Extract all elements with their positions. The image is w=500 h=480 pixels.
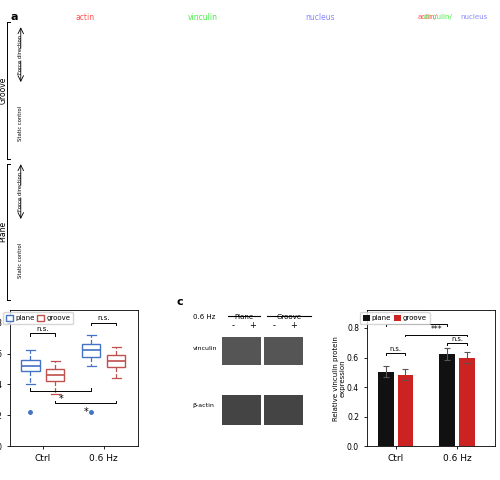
Text: Groove: Groove [276, 314, 301, 320]
Text: n.s.: n.s. [390, 347, 402, 352]
Text: n.s.: n.s. [451, 336, 463, 342]
Text: Force direction: Force direction [18, 172, 24, 211]
Text: vinculin: vinculin [192, 346, 217, 351]
PathPatch shape [107, 355, 126, 368]
Text: n.s.: n.s. [98, 315, 110, 322]
PathPatch shape [82, 344, 100, 357]
Text: a: a [10, 12, 18, 22]
Bar [440, 354, 455, 446]
Text: -: - [232, 321, 234, 330]
Bar [398, 374, 413, 446]
Text: nucleus: nucleus [460, 14, 488, 20]
Text: *: * [84, 407, 88, 417]
Bar [242, 395, 261, 425]
Bar [264, 337, 283, 365]
Text: +: + [249, 321, 256, 330]
Bar [283, 395, 302, 425]
Text: Plane: Plane [0, 221, 8, 242]
Text: ***: *** [410, 314, 422, 324]
Text: Force direction: Force direction [18, 35, 24, 74]
Text: actin/: actin/ [418, 14, 438, 20]
Text: +: + [290, 321, 298, 330]
PathPatch shape [22, 360, 40, 371]
Text: ***: *** [430, 325, 442, 334]
Bar [222, 395, 242, 425]
Text: Groove: Groove [0, 77, 8, 104]
Bar [242, 337, 261, 365]
Y-axis label: Relative vinculin protein
expression: Relative vinculin protein expression [332, 336, 345, 421]
Bar [264, 395, 283, 425]
Text: *: * [58, 394, 64, 404]
Text: n.s.: n.s. [36, 326, 49, 332]
Text: 0.6 Hz: 0.6 Hz [192, 314, 215, 320]
Legend: plane, groove: plane, groove [360, 312, 430, 324]
Text: vinculin/: vinculin/ [422, 14, 452, 20]
PathPatch shape [46, 369, 64, 382]
Text: Plane: Plane [234, 314, 254, 320]
Bar [378, 372, 394, 446]
Text: Static control: Static control [18, 106, 24, 141]
Text: -: - [273, 321, 276, 330]
Text: vinculin: vinculin [188, 12, 218, 22]
Bar [222, 337, 242, 365]
Legend: plane, groove: plane, groove [3, 312, 73, 324]
Text: Static control: Static control [18, 242, 24, 277]
Bar [459, 358, 474, 446]
Bar [283, 337, 302, 365]
Text: nucleus: nucleus [305, 12, 334, 22]
Text: actin: actin [76, 12, 94, 22]
Text: c: c [176, 297, 184, 307]
Text: β-actin: β-actin [192, 403, 214, 408]
